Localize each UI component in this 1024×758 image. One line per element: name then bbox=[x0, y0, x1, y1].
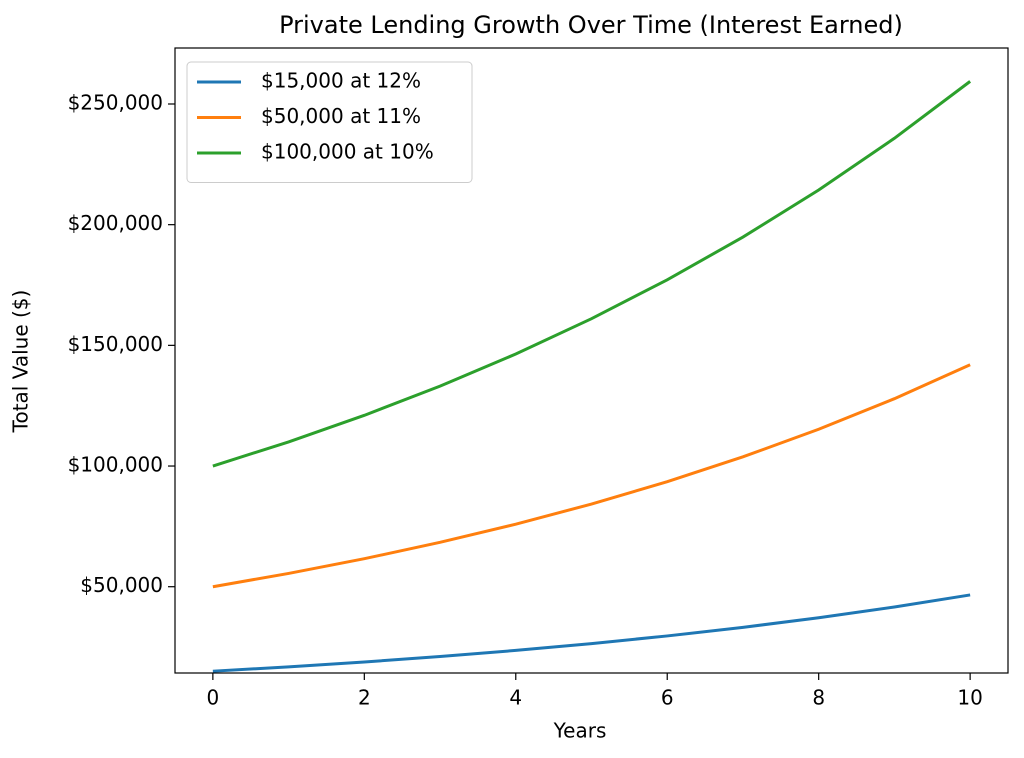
x-tick-label: 4 bbox=[509, 686, 522, 710]
plot-frame bbox=[174, 47, 1009, 674]
x-tick-label: 10 bbox=[957, 686, 982, 710]
x-tick-label: 0 bbox=[206, 686, 219, 710]
y-tick-label: $200,000 bbox=[68, 211, 163, 235]
x-tick-label: 2 bbox=[358, 686, 371, 710]
legend-label: $100,000 at 10% bbox=[261, 140, 434, 164]
x-tick-label: 8 bbox=[812, 686, 825, 710]
chart-title: Private Lending Growth Over Time (Intere… bbox=[279, 11, 903, 39]
y-tick-label: $100,000 bbox=[68, 453, 163, 477]
y-axis-label: Total Value ($) bbox=[9, 290, 33, 434]
legend-label: $15,000 at 12% bbox=[261, 69, 421, 93]
series-line bbox=[212, 593, 971, 673]
legend-label: $50,000 at 11% bbox=[261, 104, 421, 128]
y-tick-label: $150,000 bbox=[68, 332, 163, 356]
series-line bbox=[212, 80, 972, 468]
x-axis-label: Years bbox=[553, 719, 607, 743]
y-tick-label: $50,000 bbox=[80, 573, 163, 597]
x-tick-label: 6 bbox=[661, 686, 674, 710]
series-line bbox=[212, 363, 971, 589]
legend-box bbox=[186, 61, 473, 183]
y-tick-label: $250,000 bbox=[68, 90, 163, 114]
